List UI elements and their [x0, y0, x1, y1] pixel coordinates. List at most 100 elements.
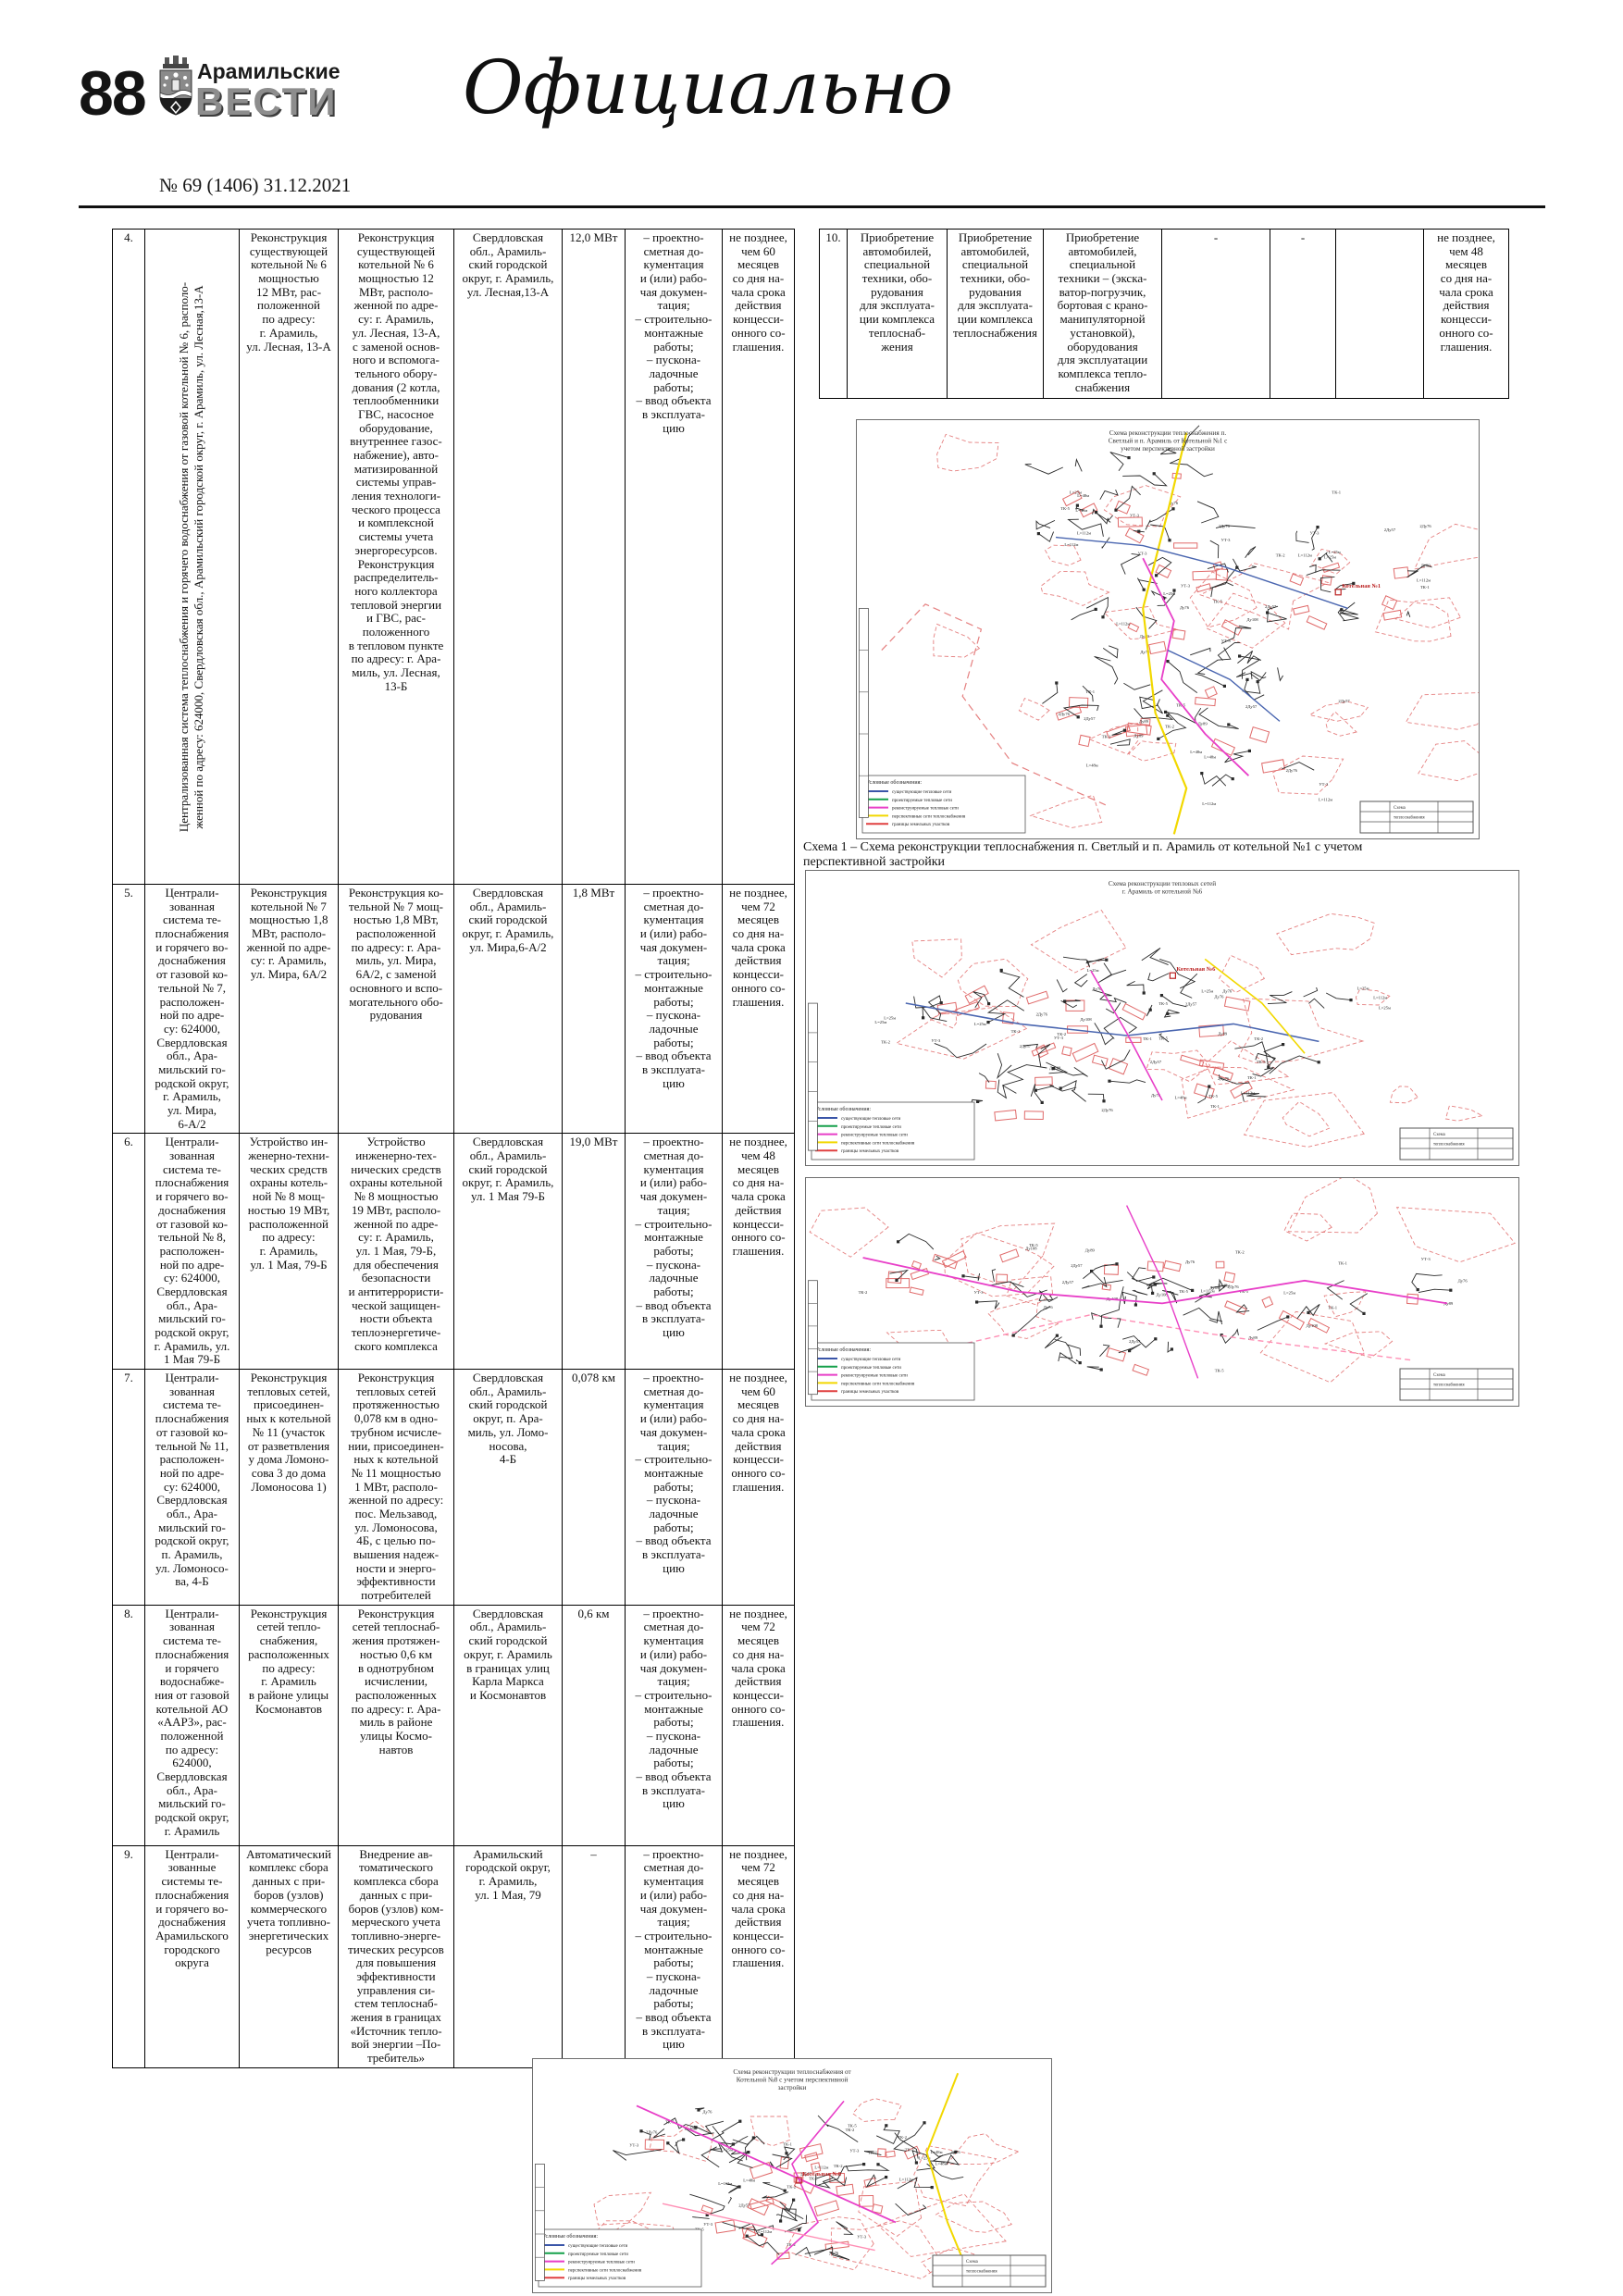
pipe-node: [1171, 507, 1175, 511]
pipe-node: [1137, 529, 1141, 533]
scheme-2-map: L=25м Ду108 УТ-3 L=112м Ду76 ТК-2 Ду76 ТК-5 L=25…: [808, 880, 1514, 1160]
parcel-outline: [1323, 1291, 1367, 1318]
pipe-segment: [999, 970, 1024, 998]
pipe-segment: [1217, 641, 1241, 661]
pipe-node: [1055, 1334, 1059, 1337]
scheme-title: Схема реконструкции теплоснабжения п. Све…: [1109, 429, 1228, 453]
map-label: Ду76: [829, 2251, 839, 2255]
building: [1140, 717, 1151, 726]
map-label: Ду76: [1169, 501, 1179, 505]
pipe-segment: [1233, 558, 1257, 572]
pipe-segment: [1044, 1334, 1062, 1349]
pipe-segment: [1042, 682, 1059, 704]
legend-label: проектируемые тепловые сети: [568, 2253, 628, 2257]
pipe-node: [922, 1016, 925, 1020]
pipe-segment: [1134, 708, 1174, 721]
pipe-segment: [1035, 519, 1056, 530]
building: [1212, 561, 1223, 572]
pipe-segment: [1150, 524, 1171, 540]
building: [749, 2161, 774, 2179]
legend-label: реконструируемые тепловые сети: [841, 1134, 908, 1138]
map-label: 2Ду76: [1101, 1108, 1113, 1112]
pipe-node: [1245, 677, 1249, 681]
pipe-node: [1416, 1288, 1419, 1292]
pipe-segment: [1309, 564, 1317, 573]
rotated-line: женной по адресу: 624000, Свердловская о…: [192, 285, 205, 829]
building: [1198, 1059, 1225, 1070]
map-label: Ду76: [1222, 989, 1233, 994]
cell-description: Реконструкция ко- тельной № 7 мощ- ность…: [338, 883, 454, 1135]
map-label: УТ-3: [1138, 552, 1148, 556]
building: [1061, 490, 1083, 507]
pipe-segment: [1180, 973, 1198, 999]
building: [1204, 686, 1218, 699]
pipe-segment: [1100, 1049, 1131, 1070]
pipe-segment: [976, 1300, 1000, 1309]
map-label: Ду108: [1049, 1065, 1061, 1070]
cell-capacity: 1,8 МВт: [562, 883, 626, 1135]
pipe-segment: [991, 1269, 997, 1282]
building: [887, 1271, 902, 1285]
pipe-node: [1122, 728, 1126, 732]
building: [1126, 722, 1152, 736]
parcel-outline: [1272, 755, 1344, 795]
pipe-node: [1155, 574, 1158, 577]
parcel-outline: [1189, 571, 1258, 628]
parcel-outline: [957, 958, 1029, 1008]
building: [1261, 759, 1286, 774]
map-label: L=48м: [1075, 508, 1087, 513]
pipe-node: [1094, 607, 1097, 611]
map-label: Ду89: [1209, 1285, 1220, 1290]
pipe-node: [895, 1278, 898, 1282]
pipe-segment: [746, 2235, 780, 2255]
map-label: ТК-1: [1338, 1260, 1347, 1265]
pipe-segment: [1159, 447, 1177, 455]
map-label: L=25м: [1070, 490, 1082, 495]
pipe-node: [1128, 1349, 1132, 1353]
pipe-segment: [1085, 957, 1107, 964]
pipe-node: [975, 1300, 979, 1304]
scheme-3-box: ТК-1 2Ду76 2Ду57 УТ-3 ТК-5 Ду108 L=25м Ду76 L=48…: [805, 1177, 1519, 1407]
map-label: L=112м: [1201, 1288, 1215, 1293]
pipe-node: [876, 2163, 880, 2166]
pipe-segment: [1161, 995, 1187, 1008]
building: [1307, 1317, 1331, 1334]
pipe-segment: [997, 1053, 1012, 1080]
pipe-segment: [1094, 1023, 1114, 1046]
cell-event: Реконструкция котельной № 7 мощностью 1,…: [239, 883, 339, 1135]
pipe-segment: [927, 2153, 960, 2166]
pipe-segment: [1183, 425, 1200, 449]
map-label: 2Ду76: [1286, 768, 1298, 773]
cell-capacity: 12,0 МВт: [562, 229, 626, 885]
map-label: L=112м: [1417, 578, 1431, 583]
map-label: 2Ду57: [1150, 1060, 1162, 1064]
legend-label: проектируемые тепловые сети: [892, 799, 952, 803]
pipe-segment: [1135, 606, 1158, 629]
legend-title: Условные обозначения:: [815, 1347, 871, 1353]
paper-name-main: ВЕСТИ: [195, 80, 338, 123]
pipe-segment: [1319, 576, 1335, 593]
building: [1025, 990, 1049, 1005]
pipe-segment: [813, 2246, 850, 2261]
building: [885, 2150, 896, 2158]
building: [1078, 734, 1091, 748]
parcel-outline: [1276, 912, 1375, 956]
pipe-node: [885, 2124, 888, 2128]
pipe-segment: [1093, 989, 1112, 997]
map-label: L=112м: [718, 2181, 732, 2186]
pipe-node: [1352, 581, 1356, 585]
map-label: УТ-3: [1421, 1257, 1431, 1261]
map-label: Ду76: [1092, 987, 1102, 991]
map-label: L=112м: [1319, 798, 1332, 802]
parcel-outline: [1325, 711, 1357, 737]
building: [1132, 1363, 1150, 1376]
map-label: Ду108: [1025, 1247, 1037, 1251]
pipe-segment: [1074, 458, 1083, 472]
map-label: L=25м: [1357, 986, 1369, 990]
cell-event: Реконструкция тепловых сетей, присоедине…: [239, 1369, 339, 1606]
pipe-node: [1153, 1283, 1157, 1286]
cell-num: 4.: [112, 229, 145, 885]
parcel-outline: [933, 623, 981, 658]
map-label: УТ-3: [857, 2235, 867, 2240]
parcel-outline: [851, 2098, 902, 2122]
